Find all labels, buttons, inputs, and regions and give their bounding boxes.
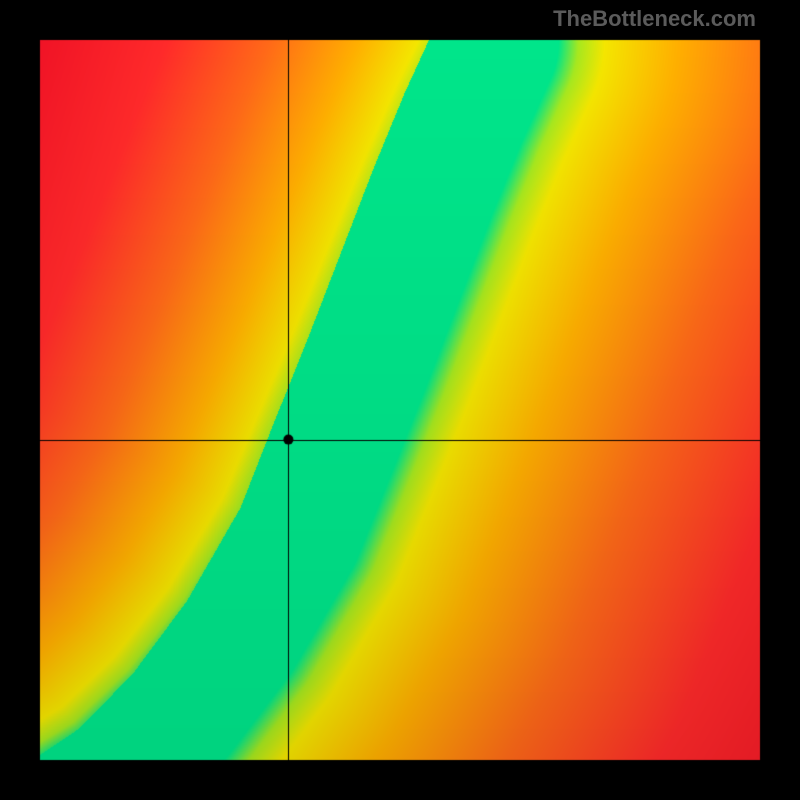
watermark-label: TheBottleneck.com — [553, 6, 756, 32]
bottleneck-heatmap-canvas — [0, 0, 800, 800]
chart-stage: TheBottleneck.com — [0, 0, 800, 800]
